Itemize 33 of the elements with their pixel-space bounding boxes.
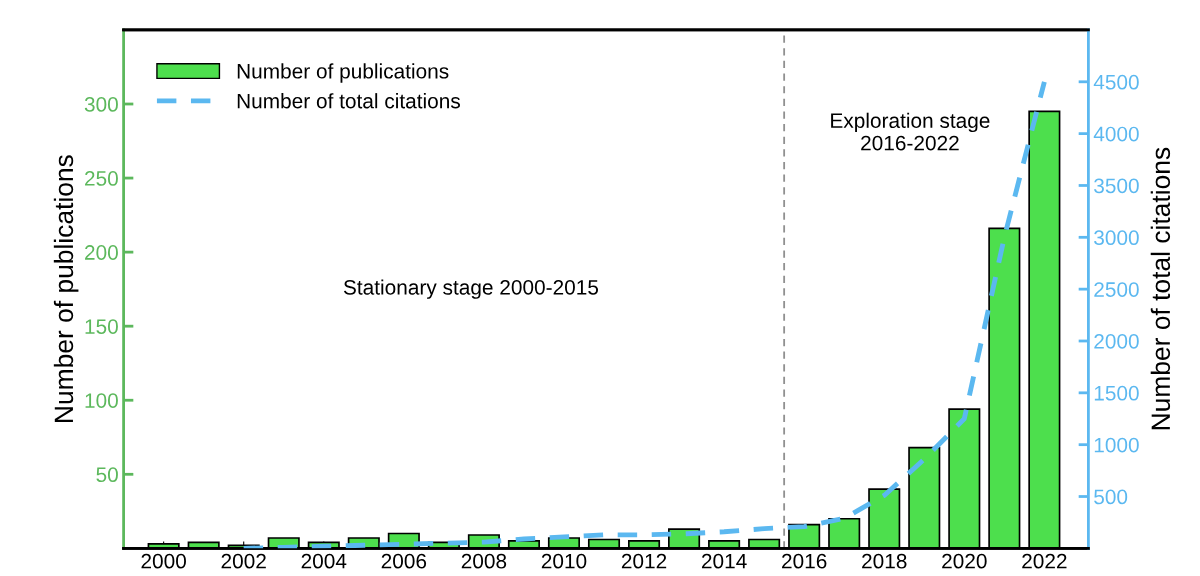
y2-tick-label: 3000 — [1094, 230, 1139, 246]
y2-axis-title: Number of total citations — [1150, 147, 1171, 430]
x-tick-label: 2022 — [1022, 553, 1067, 569]
y2-tick-label: 1500 — [1094, 385, 1139, 401]
legend-label: Number of total citations — [237, 93, 460, 109]
x-tick-label: 2008 — [461, 553, 507, 569]
x-tick-label: 2006 — [381, 553, 427, 569]
y-axis-title: Number of publications — [53, 155, 79, 422]
y-tick-label: 200 — [85, 245, 118, 260]
y-tick-label: 100 — [85, 393, 118, 408]
y2-tick-label: 4500 — [1093, 74, 1139, 90]
x-tick-label: 2002 — [221, 553, 266, 569]
y-tick-label: 250 — [85, 171, 118, 186]
y-tick-label: 150 — [85, 319, 118, 334]
y2-tick-label: 2000 — [1094, 333, 1139, 349]
y2-tick-label: 4000 — [1093, 126, 1139, 142]
y2-tick-label: 2500 — [1094, 282, 1139, 297]
x-tick-label: 2014 — [701, 553, 747, 569]
x-tick-label: 2016 — [782, 553, 827, 569]
x-tick-label: 2010 — [541, 553, 587, 569]
annotation: Exploration stage 2016-2022 — [831, 112, 990, 151]
y-tick-label: 50 — [96, 467, 118, 483]
y2-tick-label: 1000 — [1094, 437, 1139, 453]
x-tick-label: 2004 — [301, 553, 347, 569]
y-tick-label: 300 — [84, 97, 118, 112]
y2-tick-label: 500 — [1094, 489, 1128, 505]
annotation: Stationary stage 2000-2015 — [343, 279, 599, 299]
y2-tick-label: 3500 — [1094, 178, 1139, 194]
legend-label: Number of publications — [237, 63, 449, 83]
x-tick-label: 2020 — [942, 553, 987, 569]
x-tick-label: 2018 — [862, 553, 907, 569]
x-tick-label: 2012 — [621, 553, 667, 569]
x-tick-label: 2000 — [141, 553, 186, 569]
